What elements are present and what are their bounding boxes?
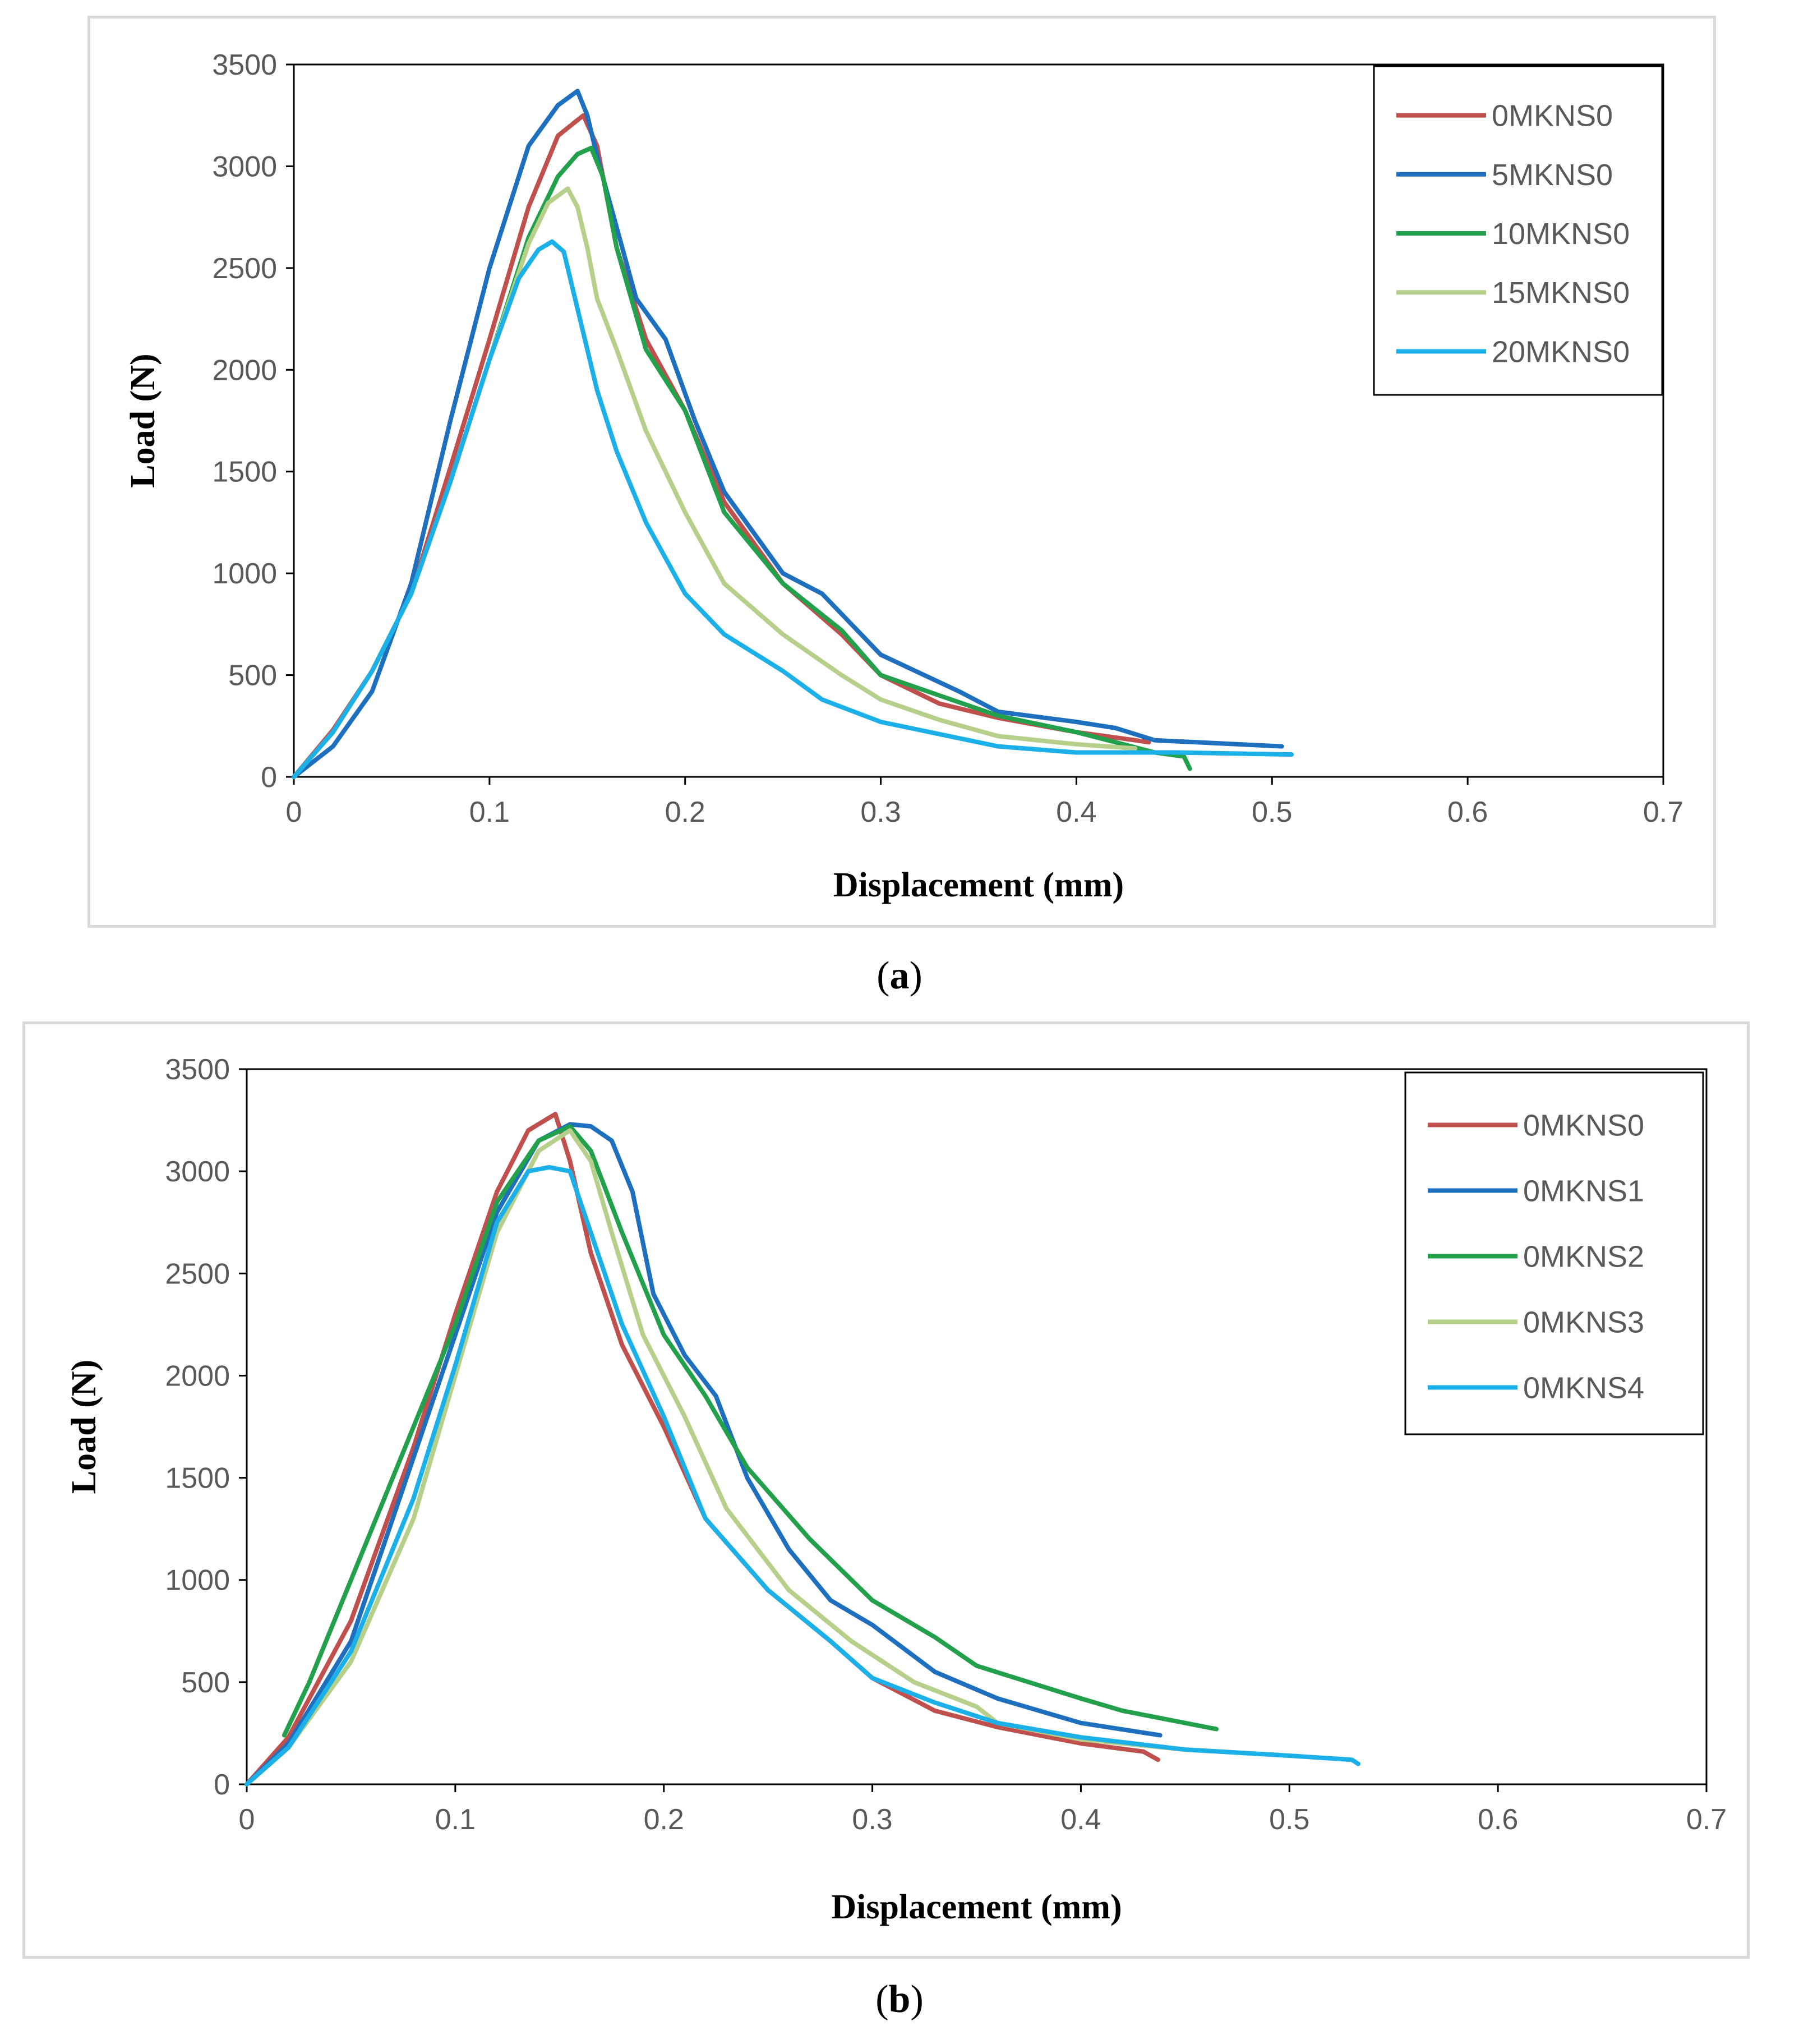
caption-a-letter: a [889,954,910,997]
legend-label: 0MKNS3 [1523,1306,1644,1339]
y-tick-label: 1500 [212,456,277,489]
x-tick-label: 0 [239,1803,255,1836]
x-tick-label: 0 [286,796,302,828]
series-line-0MKNS2 [282,1124,1219,1738]
y-tick-label: 3500 [165,1053,230,1086]
x-tick-label: 0.3 [860,796,901,828]
series-line-0MKNS3 [245,1128,1292,1787]
legend-box [1404,1071,1704,1435]
y-tick-label: 1500 [165,1462,230,1495]
legend-label: 0MKNS0 [1492,99,1613,133]
plot-area [293,63,1664,778]
legend-label: 15MKNS0 [1492,276,1630,310]
series-line-0MKNS0 [245,1112,1160,1787]
y-tick-label: 500 [228,660,277,692]
caption-a: (a) [877,954,922,997]
x-tick-label: 0.4 [1056,796,1096,828]
y-tick-label: 0 [261,761,277,794]
x-tick-label: 0.6 [1447,796,1488,828]
y-tick-label: 2500 [212,252,277,285]
series-line-0MKNS4 [245,1164,1360,1787]
legend-label: 10MKNS0 [1492,217,1630,251]
series-line-20MKNS0 [292,239,1294,779]
series-line-0MKNS0 [292,113,1151,779]
series-line-10MKNS0 [292,145,1192,779]
x-axis-title: Displacement (mm) [831,1888,1122,1926]
x-tick-label: 0.7 [1643,796,1683,828]
caption-b: (b) [875,1978,924,2021]
legend-box [1373,65,1663,396]
legend-label: 0MKNS1 [1523,1175,1644,1208]
legend: 0MKNS0 5MKNS0 10MKNS0 15MKNS0 20MKNS0 [1373,65,1663,396]
x-tick-label: 0.2 [665,796,705,828]
chart-b: 0 500 1000 1500 2000 2500 3000 3500 0 0.1 0.2 0.3 0.… [65,1053,1727,1926]
legend-label: 0MKNS0 [1523,1109,1644,1143]
x-tick-label: 0.7 [1686,1803,1727,1836]
x-tick-label: 0.2 [644,1803,684,1836]
chart-a: 0 500 1000 1500 2000 2500 3000 3500 0 0.1 0.2 0.3 0.… [124,49,1683,904]
y-tick-label: 1000 [165,1564,230,1597]
y-axis-title: Load (N) [124,353,162,487]
y-tick-label: 3500 [212,49,277,81]
x-tick-label: 0.1 [469,796,510,828]
x-tick-label: 0.3 [852,1803,892,1836]
y-tick-label: 3000 [212,150,277,183]
x-tick-label: 0.5 [1269,1803,1309,1836]
y-tick-label: 1000 [212,558,277,590]
x-tick-label: 0.4 [1060,1803,1101,1836]
x-tick-label: 0.5 [1252,796,1292,828]
legend: 0MKNS0 0MKNS1 0MKNS2 0MKNS3 0MKNS4 [1404,1071,1704,1435]
y-tick-label: 2500 [165,1258,230,1290]
plot-area [246,1068,1708,1785]
x-axis-title: Displacement (mm) [833,866,1124,904]
series-line-0MKNS1 [245,1122,1163,1787]
y-tick-label: 2000 [212,354,277,386]
caption-b-letter: b [888,1978,911,2021]
y-tick-label: 3000 [165,1155,230,1188]
y-tick-label: 2000 [165,1360,230,1392]
legend-label: 0MKNS2 [1523,1240,1644,1274]
x-tick-label: 0.1 [435,1803,476,1836]
legend-label: 20MKNS0 [1492,335,1630,369]
y-tick-label: 0 [214,1769,230,1801]
legend-label: 0MKNS4 [1523,1371,1644,1405]
y-tick-label: 500 [181,1666,230,1699]
legend-label: 5MKNS0 [1492,158,1613,192]
x-tick-label: 0.6 [1478,1803,1518,1836]
y-axis-title: Load (N) [65,1360,103,1494]
series-line-5MKNS0 [292,89,1284,779]
